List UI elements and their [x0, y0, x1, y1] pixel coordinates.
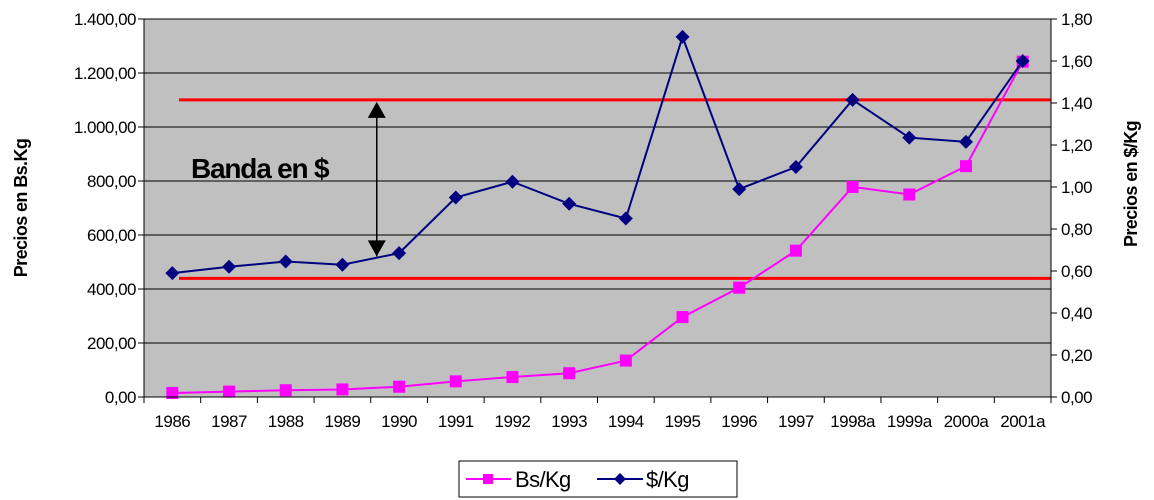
y-left-tick-label-2: 400,00	[87, 280, 136, 299]
x-tick-label-1993: 1993	[551, 412, 587, 431]
x-tick-label-1995: 1995	[665, 412, 701, 431]
point-bs-kg-0-1988	[279, 384, 292, 397]
x-tick-label-1997: 1997	[778, 412, 814, 431]
point-bs-kg-0-2000a	[959, 160, 972, 173]
point-bs-kg-0-1992	[506, 371, 519, 384]
x-tick-label-1986: 1986	[154, 412, 190, 431]
band-arrow-head-up	[367, 101, 386, 118]
axes: 0,00 200,00 400,00 600,00 800,00 1.000,00 1.20…	[74, 10, 1093, 431]
y-right-tick-label-0: 0,00	[1061, 388, 1092, 407]
point-bs-kg-0-1987	[223, 385, 236, 398]
gridlines	[144, 18, 1051, 344]
y-left-tick-label-0: 0,00	[105, 388, 136, 407]
point--kg-1-1989	[335, 257, 350, 272]
point--kg-1-1999a	[902, 130, 917, 145]
x-tick-label-1994: 1994	[608, 412, 644, 431]
y-right-axis-title: Precios en $/Kg	[1121, 121, 1141, 247]
point--kg-1-1990	[392, 246, 407, 261]
y-left-tick-label-7: 1.400,00	[74, 10, 136, 29]
y-right-tick-label-7: 1,40	[1061, 94, 1092, 113]
y-left-tick-label-1: 200,00	[87, 334, 136, 353]
point--kg-1-1995	[675, 29, 690, 44]
y-right-tick-label-5: 1,00	[1061, 178, 1092, 197]
x-tick-label-1988: 1988	[268, 412, 304, 431]
point-bs-kg-0-1993	[563, 367, 576, 380]
point-bs-kg-0-1990	[393, 380, 406, 393]
y-right-tick-label-2: 0,40	[1061, 304, 1092, 323]
x-tick-label-1989: 1989	[324, 412, 360, 431]
series-line--kg-1	[172, 33, 1024, 275]
point--kg-1-1987	[222, 259, 237, 274]
point-bs-kg-0-1989	[336, 383, 349, 396]
point-bs-kg-0-1991	[449, 375, 462, 388]
x-tick-label-1991: 1991	[438, 412, 474, 431]
series-line-bs-kg-0	[172, 61, 1024, 394]
point--kg-1-1994	[618, 211, 633, 226]
y-right-tick-label-1: 0,20	[1061, 346, 1092, 365]
point-bs-kg-0-1997	[789, 244, 802, 257]
band-label: Banda en $	[191, 153, 330, 184]
point-bs-kg-0-1995	[676, 311, 689, 324]
y-right-tick-label-6: 1,20	[1061, 136, 1092, 155]
y-left-tick-label-5: 1.000,00	[74, 118, 136, 137]
y-left-tick-label-4: 800,00	[87, 172, 136, 191]
x-tick-label-1990: 1990	[381, 412, 417, 431]
point--kg-1-1998a	[845, 92, 860, 107]
price-band	[179, 98, 1051, 280]
x-tick-label-1999a: 1999a	[887, 412, 933, 431]
x-tick-label-1992: 1992	[495, 412, 531, 431]
point-bs-kg-0-1999a	[903, 188, 916, 201]
point--kg-1-1988	[278, 254, 293, 269]
point--kg-1-1996	[732, 182, 747, 197]
plot-background	[143, 18, 1052, 398]
point--kg-1-1997	[788, 160, 803, 175]
x-tick-label-1996: 1996	[721, 412, 757, 431]
y-left-tick-label-3: 600,00	[87, 226, 136, 245]
legend-marker-usd-kg	[614, 473, 626, 485]
x-tick-label-2001a: 2001a	[1000, 412, 1046, 431]
y-right-tick-label-3: 0,60	[1061, 262, 1092, 281]
point--kg-1-1986	[165, 266, 180, 281]
point-bs-kg-0-1998a	[846, 180, 859, 193]
legend-marker-bs-kg	[483, 474, 493, 484]
point-bs-kg-0-1996	[733, 281, 746, 294]
point--kg-1-1993	[562, 196, 577, 211]
x-tick-label-1987: 1987	[211, 412, 247, 431]
legend-label-usd-kg: $/Kg	[646, 467, 689, 492]
axis-titles: Precios en Bs.Kg Precios en $/Kg	[11, 121, 1141, 277]
x-tick-label-2000a: 2000a	[944, 412, 990, 431]
point--kg-1-2001a	[1015, 54, 1030, 68]
point--kg-1-2000a	[958, 134, 973, 149]
point--kg-1-1991	[448, 190, 463, 205]
point-bs-kg-0-1994	[619, 354, 632, 367]
point--kg-1-1992	[505, 174, 520, 189]
y-left-tick-label-6: 1.200,00	[74, 64, 136, 83]
legend: Bs/Kg $/Kg	[458, 460, 738, 498]
band-arrow-head-down	[367, 240, 386, 257]
y-right-tick-label-8: 1,60	[1061, 52, 1092, 71]
annotations: Banda en $	[191, 153, 331, 184]
x-tick-label-1998a: 1998a	[830, 412, 876, 431]
series-group	[165, 29, 1030, 399]
y-right-tick-label-9: 1,80	[1061, 10, 1092, 29]
y-left-axis-title: Precios en Bs.Kg	[11, 139, 31, 277]
y-right-tick-label-4: 0,80	[1061, 220, 1092, 239]
plot-area	[143, 18, 1052, 398]
legend-label-bs-kg: Bs/Kg	[515, 467, 571, 492]
point-bs-kg-0-1986	[166, 386, 179, 399]
